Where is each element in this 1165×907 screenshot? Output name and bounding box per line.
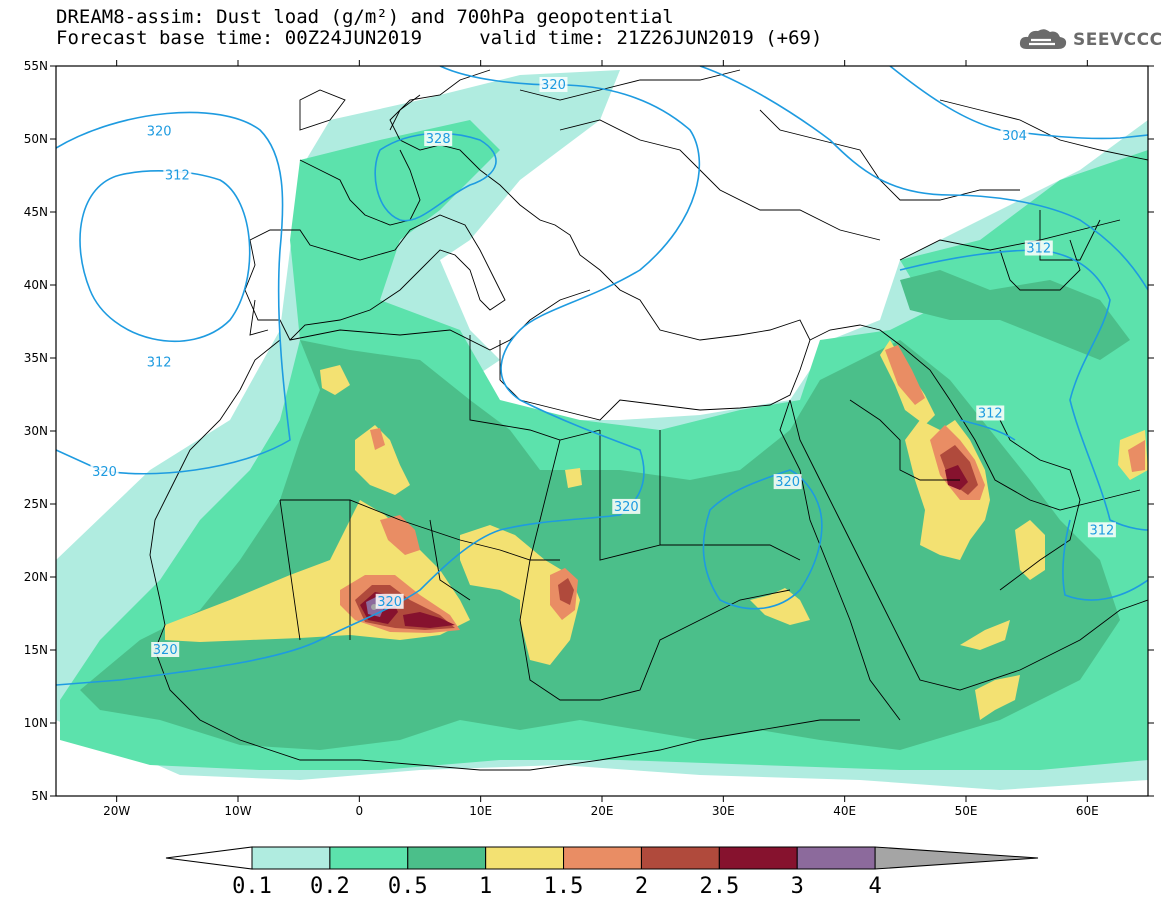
cloud-logo-icon xyxy=(1019,29,1067,49)
svg-text:312: 312 xyxy=(147,355,172,370)
forecast-time-info: Forecast base time: 00Z24JUN2019 valid t… xyxy=(56,27,823,49)
lat-tick-label: 5N xyxy=(31,789,48,803)
contour-label: 312 xyxy=(163,167,192,184)
contour-label: 320 xyxy=(539,76,568,93)
colorbar-left-triangle xyxy=(165,846,253,870)
colorbar-right-triangle xyxy=(874,846,1039,870)
lat-tick-label: 55N xyxy=(24,59,48,73)
contour-label: 312 xyxy=(1087,522,1116,538)
lat-tick-label: 35N xyxy=(24,351,48,365)
svg-text:320: 320 xyxy=(775,475,800,490)
colorbar-label: 1 xyxy=(479,874,492,899)
colorbar-segment xyxy=(640,846,720,870)
contour-label: 312 xyxy=(1024,240,1053,257)
colorbar-label: 0.5 xyxy=(388,874,428,899)
lon-tick-label: 30E xyxy=(712,804,735,818)
lat-tick-label: 15N xyxy=(24,643,48,657)
contour-label: 312 xyxy=(145,354,174,370)
contour-label: 320 xyxy=(612,498,641,515)
colorbar-segment xyxy=(485,846,565,870)
colorbar-segment xyxy=(718,846,798,870)
svg-text:320: 320 xyxy=(92,465,117,480)
contour-label: 320 xyxy=(145,123,174,140)
lat-tick-label: 30N xyxy=(24,424,48,438)
contour-label: 312 xyxy=(976,405,1005,421)
colorbar: 0.1 0.2 0.5 1 1.5 2 2.5 3 4 xyxy=(165,846,1039,899)
contour-label: 320 xyxy=(773,474,802,490)
svg-text:312: 312 xyxy=(165,169,190,184)
colorbar-label: 1.5 xyxy=(544,874,584,899)
svg-text:312: 312 xyxy=(978,406,1003,421)
contour-label: 304 xyxy=(1000,128,1029,144)
svg-text:312: 312 xyxy=(1026,242,1051,257)
lat-tick-label: 10N xyxy=(24,716,48,730)
lat-tick-label: 45N xyxy=(24,205,48,219)
logo-text: SEEVCCC xyxy=(1073,30,1163,50)
lon-tick-label: 10W xyxy=(224,804,251,818)
contour-label: 320 xyxy=(375,593,404,610)
colorbar-label: 0.2 xyxy=(310,874,350,899)
lon-tick-label: 0 xyxy=(356,804,364,818)
seevccc-logo: SEEVCCC xyxy=(1017,27,1163,53)
lon-tick-label: 60E xyxy=(1076,804,1099,818)
svg-text:320: 320 xyxy=(147,125,172,140)
svg-text:320: 320 xyxy=(614,500,639,515)
svg-text:320: 320 xyxy=(377,595,402,610)
contour-labels: 320 312 328 320 304 312 320 312 312 320 320 312 320 3… xyxy=(90,76,1116,658)
colorbar-label: 2 xyxy=(635,874,648,899)
lat-tick-label: 40N xyxy=(24,278,48,292)
dust-fields xyxy=(56,70,1148,790)
svg-text:320: 320 xyxy=(153,643,178,658)
lon-tick-label: 20W xyxy=(103,804,130,818)
lon-tick-label: 10E xyxy=(469,804,492,818)
colorbar-label: 4 xyxy=(868,874,881,899)
contour-label: 320 xyxy=(90,463,119,480)
map-title: DREAM8-assim: Dust load (g/m²) and 700hP… xyxy=(56,6,674,28)
colorbar-segment xyxy=(796,846,876,870)
lat-tick-label: 50N xyxy=(24,132,48,146)
lon-tick-label: 40E xyxy=(833,804,856,818)
colorbar-label: 2.5 xyxy=(699,874,739,899)
lon-tick-label: 50E xyxy=(955,804,978,818)
svg-text:328: 328 xyxy=(426,132,451,147)
svg-text:320: 320 xyxy=(541,78,566,93)
contour-label: 320 xyxy=(151,642,180,658)
svg-text:312: 312 xyxy=(1089,523,1114,538)
colorbar-label: 3 xyxy=(791,874,804,899)
svg-text:304: 304 xyxy=(1002,129,1027,144)
colorbar-segment xyxy=(563,846,642,870)
colorbar-label: 0.1 xyxy=(232,874,272,899)
lon-tick-label: 20E xyxy=(591,804,614,818)
lat-tick-label: 20N xyxy=(24,570,48,584)
lat-tick-label: 25N xyxy=(24,497,48,511)
colorbar-segment xyxy=(251,846,331,870)
colorbar-segment xyxy=(407,846,487,870)
colorbar-segment xyxy=(329,846,409,870)
map-axes: 55N 50N 45N 40N 35N 30N 25N 20N 15N 10N 5N 20W 10W 0 1… xyxy=(24,59,1154,818)
contour-label: 328 xyxy=(424,131,453,147)
